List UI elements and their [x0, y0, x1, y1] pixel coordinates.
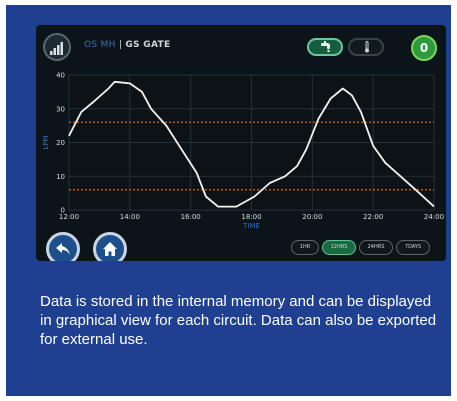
range-button-7days[interactable]: 7DAYS: [396, 240, 430, 255]
water-button[interactable]: [307, 38, 343, 56]
x-axis-label: TIME: [242, 222, 260, 230]
faucet-icon: [321, 41, 330, 53]
x-tick-label: 20:00: [302, 213, 322, 221]
label-separator: |: [115, 40, 126, 50]
y-tick-label: 20: [56, 139, 65, 147]
signal-strength-icon[interactable]: [43, 33, 71, 61]
y-tick-label: 40: [56, 72, 65, 80]
y-tick-label: 0: [61, 207, 65, 215]
device-label: OS MH | GS GATE: [84, 40, 170, 50]
y-axis-label: LPM: [42, 135, 50, 149]
range-button-1hr[interactable]: 1HR: [291, 240, 319, 255]
device-name: OS MH: [84, 40, 116, 50]
y-tick-label: 10: [56, 173, 65, 181]
x-tick-label: 16:00: [181, 213, 201, 221]
gate-name: GS GATE: [125, 40, 171, 50]
x-tick-label: 14:00: [120, 213, 140, 221]
thermometer-icon: [365, 41, 369, 53]
x-tick-label: 24:00: [424, 213, 444, 221]
back-button[interactable]: [46, 232, 80, 261]
range-button-24hrs[interactable]: 24HRS: [359, 240, 393, 255]
temperature-button[interactable]: [348, 38, 384, 56]
x-tick-label: 18:00: [241, 213, 261, 221]
description-text: Data is stored in the internal memory an…: [40, 293, 437, 348]
info-card: OS MH | GS GATE 0 12:00 14:00 16:00 18:00 20…: [6, 5, 451, 396]
top-bar: OS MH | GS GATE 0: [36, 25, 446, 67]
x-tick-label: 12:00: [59, 213, 79, 221]
device-screen: OS MH | GS GATE 0 12:00 14:00 16:00 18:00 20…: [36, 25, 446, 261]
flow-series-line: [68, 80, 435, 208]
alert-counter[interactable]: 0: [411, 35, 437, 61]
flow-chart: 12:00 14:00 16:00 18:00 20:00 22:00 24:00 0 10 20…: [42, 72, 444, 231]
back-arrow-icon: [56, 243, 70, 255]
home-button[interactable]: [93, 232, 127, 261]
y-tick-label: 30: [56, 105, 65, 113]
home-icon: [103, 242, 117, 256]
range-button-12hrs[interactable]: 12HRS: [322, 240, 356, 255]
x-tick-label: 22:00: [363, 213, 383, 221]
